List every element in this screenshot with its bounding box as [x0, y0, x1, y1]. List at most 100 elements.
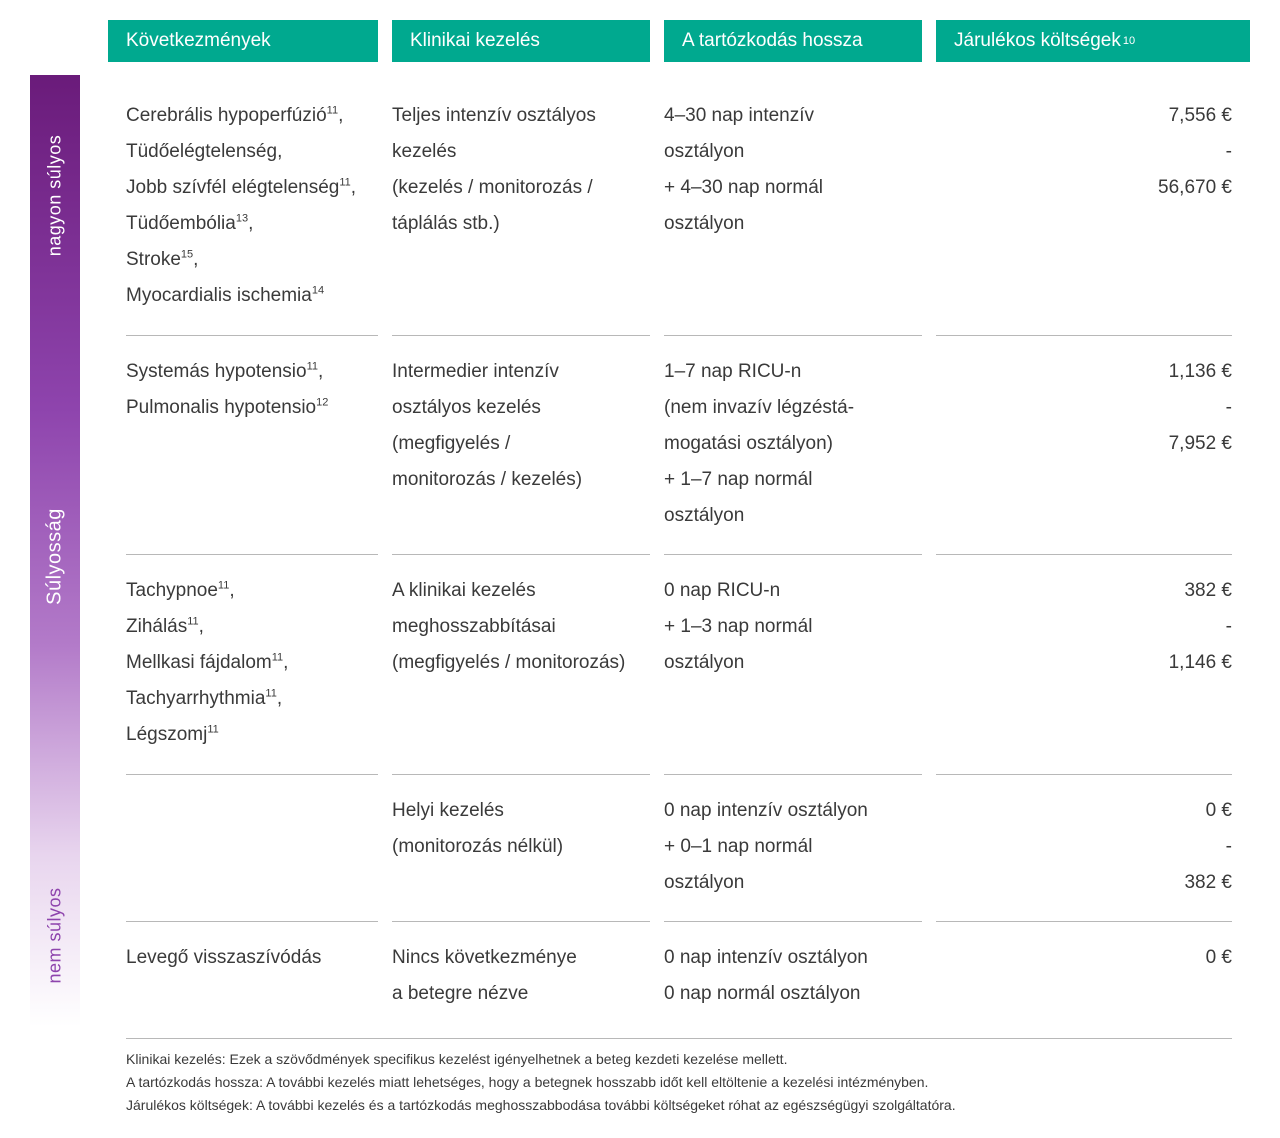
row-separator — [108, 554, 1250, 555]
consequence-text: Systemás hypotensio — [126, 361, 307, 382]
stay-line: osztályon — [664, 498, 922, 534]
consequence-suffix: , — [229, 580, 234, 601]
clinical-line: monitorozás / kezelés) — [392, 462, 650, 498]
clinical-line: táplálás stb.) — [392, 206, 650, 242]
clinical-line: Nincs következménye — [392, 940, 650, 976]
clinical-line: meghosszabbításai — [392, 609, 650, 645]
header-stay: A tartózkodás hossza — [664, 20, 922, 62]
cell-stay: 4–30 nap intenzívosztályon+ 4–30 nap nor… — [664, 98, 922, 315]
cost-line: - — [936, 609, 1232, 645]
consequence-text: Stroke — [126, 249, 181, 270]
header-clinical: Klinikai kezelés — [392, 20, 650, 62]
severity-label-bottom: nem súlyos — [45, 887, 66, 983]
consequence-suffix: , — [248, 213, 253, 234]
table-row: Helyi kezelés(monitorozás nélkül)0 nap i… — [108, 775, 1250, 921]
consequence-line: Systemás hypotensio11, — [126, 354, 378, 390]
consequence-suffix: , — [283, 652, 288, 673]
footer-separator — [126, 1038, 1232, 1039]
consequence-suffix: , — [193, 249, 198, 270]
cost-line: 7,952 € — [936, 426, 1232, 462]
clinical-line: Intermedier intenzív — [392, 354, 650, 390]
stay-line: + 0–1 nap normál — [664, 829, 922, 865]
footnotes: Klinikai kezelés: Ezek a szövődmények sp… — [108, 1049, 1250, 1116]
row-separator — [108, 774, 1250, 775]
cost-line: 56,670 € — [936, 170, 1232, 206]
consequence-sup: 11 — [187, 616, 198, 628]
consequence-line: Tüdőembólia13, — [126, 206, 378, 242]
consequence-sup: 11 — [207, 724, 218, 736]
table-row: Tachypnoe11,Zihálás11,Mellkasi fájdalom1… — [108, 555, 1250, 773]
main-table: Következmények Klinikai kezelés A tartóz… — [80, 20, 1250, 1118]
consequence-text: Tachyarrhythmia — [126, 688, 265, 709]
cell-stay: 1–7 nap RICU-n(nem invazív légzéstá-moga… — [664, 354, 922, 534]
consequence-text: Mellkasi fájdalom — [126, 652, 272, 673]
cell-cost: 7,556 €-56,670 € — [936, 98, 1250, 315]
clinical-line: (monitorozás nélkül) — [392, 829, 650, 865]
stay-line: 1–7 nap RICU-n — [664, 354, 922, 390]
cell-clinical: Helyi kezelés(monitorozás nélkül) — [392, 793, 650, 901]
stay-line: (nem invazív légzéstá- — [664, 390, 922, 426]
consequence-sup: 11 — [307, 360, 318, 372]
consequence-line: Levegő visszaszívódás — [126, 940, 378, 976]
consequence-sup: 14 — [312, 285, 324, 297]
cost-line: 0 € — [936, 940, 1232, 976]
stay-line: mogatási osztályon) — [664, 426, 922, 462]
stay-line: 0 nap RICU-n — [664, 573, 922, 609]
consequence-text: Cerebrális hypoperfúzió — [126, 105, 327, 126]
clinical-line: a betegre nézve — [392, 976, 650, 1012]
cell-consequences — [108, 793, 378, 901]
cell-clinical: Teljes intenzív osztályoskezelés(kezelés… — [392, 98, 650, 315]
consequence-suffix: , — [318, 361, 323, 382]
cost-line: 1,136 € — [936, 354, 1232, 390]
consequence-sup: 11 — [218, 580, 229, 592]
cell-cost: 382 €-1,146 € — [936, 573, 1250, 753]
cost-line: 7,556 € — [936, 98, 1232, 134]
cost-line: - — [936, 134, 1232, 170]
table-headers: Következmények Klinikai kezelés A tartóz… — [108, 20, 1250, 62]
consequence-sup: 13 — [236, 213, 248, 225]
consequence-text: Tüdőelégtelenség, — [126, 141, 282, 162]
cell-consequences: Cerebrális hypoperfúzió11, Tüdőelégtelens… — [108, 98, 378, 315]
consequence-line: Myocardialis ischemia14 — [126, 278, 378, 314]
footnote-line: A tartózkodás hossza: A további kezelés … — [126, 1072, 1232, 1093]
consequence-text: Levegő visszaszívódás — [126, 947, 321, 968]
header-consequences: Következmények — [108, 20, 378, 62]
consequence-line: Mellkasi fájdalom11, — [126, 645, 378, 681]
consequence-line: Zihálás11, — [126, 609, 378, 645]
cell-consequences: Systemás hypotensio11,Pulmonalis hypoten… — [108, 354, 378, 534]
cell-consequences: Levegő visszaszívódás — [108, 940, 378, 1012]
cost-line: - — [936, 829, 1232, 865]
cost-line: 1,146 € — [936, 645, 1232, 681]
clinical-line: A klinikai kezelés — [392, 573, 650, 609]
consequence-line: Tachypnoe11, — [126, 573, 378, 609]
stay-line: 4–30 nap intenzív — [664, 98, 922, 134]
consequence-sup: 11 — [272, 652, 283, 664]
stay-line: osztályon — [664, 645, 922, 681]
header-cost-text: Járulékos költségek — [954, 30, 1121, 52]
consequence-suffix: , — [199, 616, 204, 637]
cost-line: 382 € — [936, 573, 1232, 609]
header-cost-sup: 10 — [1123, 35, 1135, 47]
cell-clinical: Intermedier intenzívosztályos kezelés(me… — [392, 354, 650, 534]
page-wrap: nagyon súlyos Súlyosság nem súlyos Követ… — [30, 20, 1250, 1118]
clinical-line: (kezelés / monitorozás / — [392, 170, 650, 206]
table-row: Levegő visszaszívódás Nincs következménye… — [108, 922, 1250, 1032]
consequence-line: Pulmonalis hypotensio12 — [126, 390, 378, 426]
consequence-text: Jobb szívfél elégtelenség — [126, 177, 339, 198]
row-separator — [108, 335, 1250, 336]
consequence-text: Pulmonalis hypotensio — [126, 397, 316, 418]
severity-label-top: nagyon súlyos — [45, 135, 66, 257]
consequence-line: Stroke15, — [126, 242, 378, 278]
consequence-suffix: , — [338, 105, 343, 126]
consequence-line: Tachyarrhythmia11, — [126, 681, 378, 717]
cell-consequences: Tachypnoe11,Zihálás11,Mellkasi fájdalom1… — [108, 573, 378, 753]
stay-line: 0 nap normál osztályon — [664, 976, 922, 1012]
consequence-sup: 11 — [327, 105, 338, 117]
consequence-line: Légszomj11 — [126, 717, 378, 753]
cell-cost: 0 €-382 € — [936, 793, 1250, 901]
stay-line: + 1–3 nap normál — [664, 609, 922, 645]
cost-line: 0 € — [936, 793, 1232, 829]
cell-stay: 0 nap intenzív osztályon0 nap normál osz… — [664, 940, 922, 1012]
stay-line: osztályon — [664, 206, 922, 242]
stay-line: osztályon — [664, 134, 922, 170]
